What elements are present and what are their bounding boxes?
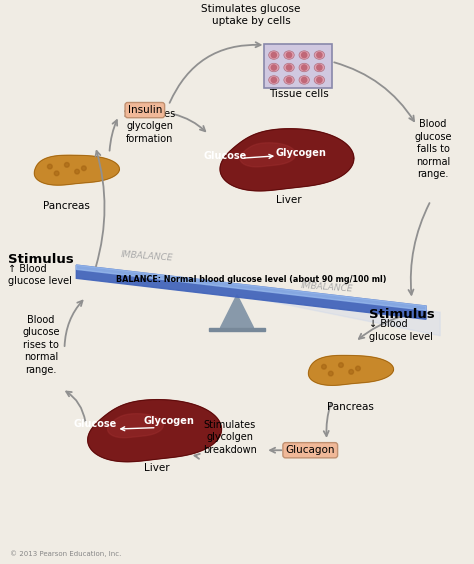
Text: Pancreas: Pancreas [44,201,91,210]
Text: Stimulates
glycolgen
breakdown: Stimulates glycolgen breakdown [203,420,257,455]
Circle shape [317,65,322,70]
Circle shape [286,65,292,70]
Text: Tissue cells: Tissue cells [269,89,328,99]
Circle shape [301,65,307,70]
Polygon shape [76,265,426,310]
Ellipse shape [269,63,279,72]
FancyBboxPatch shape [264,44,332,89]
Text: Glycogen: Glycogen [143,416,194,426]
Circle shape [271,65,276,70]
Ellipse shape [284,63,294,72]
Text: ↓ Blood
glucose level: ↓ Blood glucose level [369,319,433,342]
Ellipse shape [314,51,325,59]
Circle shape [47,164,52,169]
Circle shape [271,52,276,58]
Polygon shape [220,129,354,191]
Circle shape [321,364,326,369]
Polygon shape [240,143,296,167]
Text: Glucose: Glucose [73,418,117,429]
Text: Stimulates glucose
uptake by cells: Stimulates glucose uptake by cells [201,5,301,26]
Ellipse shape [284,51,294,59]
Text: Stimulates
glycolgen
formation: Stimulates glycolgen formation [123,109,176,144]
Circle shape [317,77,322,82]
Text: Liver: Liver [276,195,302,205]
Circle shape [75,169,80,174]
Ellipse shape [314,63,325,72]
Circle shape [301,77,307,82]
Circle shape [271,77,276,82]
Circle shape [301,52,307,58]
Circle shape [356,366,360,371]
Polygon shape [88,400,221,462]
Text: Stimulus: Stimulus [8,253,73,266]
Text: Pancreas: Pancreas [327,402,374,412]
Polygon shape [209,328,265,331]
Polygon shape [76,265,426,319]
Ellipse shape [284,76,294,84]
Circle shape [338,363,343,367]
Text: Glycogen: Glycogen [275,148,326,158]
Ellipse shape [299,51,310,59]
Ellipse shape [299,63,310,72]
Text: © 2013 Pearson Education, Inc.: © 2013 Pearson Education, Inc. [10,550,121,557]
Text: IMBALANCE: IMBALANCE [121,250,173,262]
Text: Blood
glucose
rises to
normal
range.: Blood glucose rises to normal range. [22,315,60,374]
Circle shape [349,369,354,374]
Ellipse shape [269,51,279,59]
Ellipse shape [299,76,310,84]
Polygon shape [35,155,119,185]
Circle shape [82,166,86,171]
Text: Liver: Liver [144,464,170,473]
Polygon shape [108,413,164,438]
Circle shape [64,162,69,168]
Ellipse shape [314,76,325,84]
Text: Stimulus: Stimulus [369,309,435,321]
Text: ↑ Blood
glucose level: ↑ Blood glucose level [8,263,72,286]
Text: BALANCE: Normal blood glucose level (about 90 mg/100 ml): BALANCE: Normal blood glucose level (abo… [116,275,386,284]
Polygon shape [220,295,254,328]
Circle shape [317,52,322,58]
Circle shape [286,77,292,82]
Polygon shape [237,295,440,336]
Text: Blood
glucose
falls to
normal
range.: Blood glucose falls to normal range. [414,120,452,179]
Circle shape [328,371,333,376]
Polygon shape [309,355,393,385]
Circle shape [286,52,292,58]
Text: IMBALANCE: IMBALANCE [301,281,353,293]
Text: Glucose: Glucose [203,151,247,161]
Text: Glucagon: Glucagon [285,445,335,455]
Ellipse shape [269,76,279,84]
Circle shape [54,171,59,176]
Text: Insulin: Insulin [128,105,162,115]
